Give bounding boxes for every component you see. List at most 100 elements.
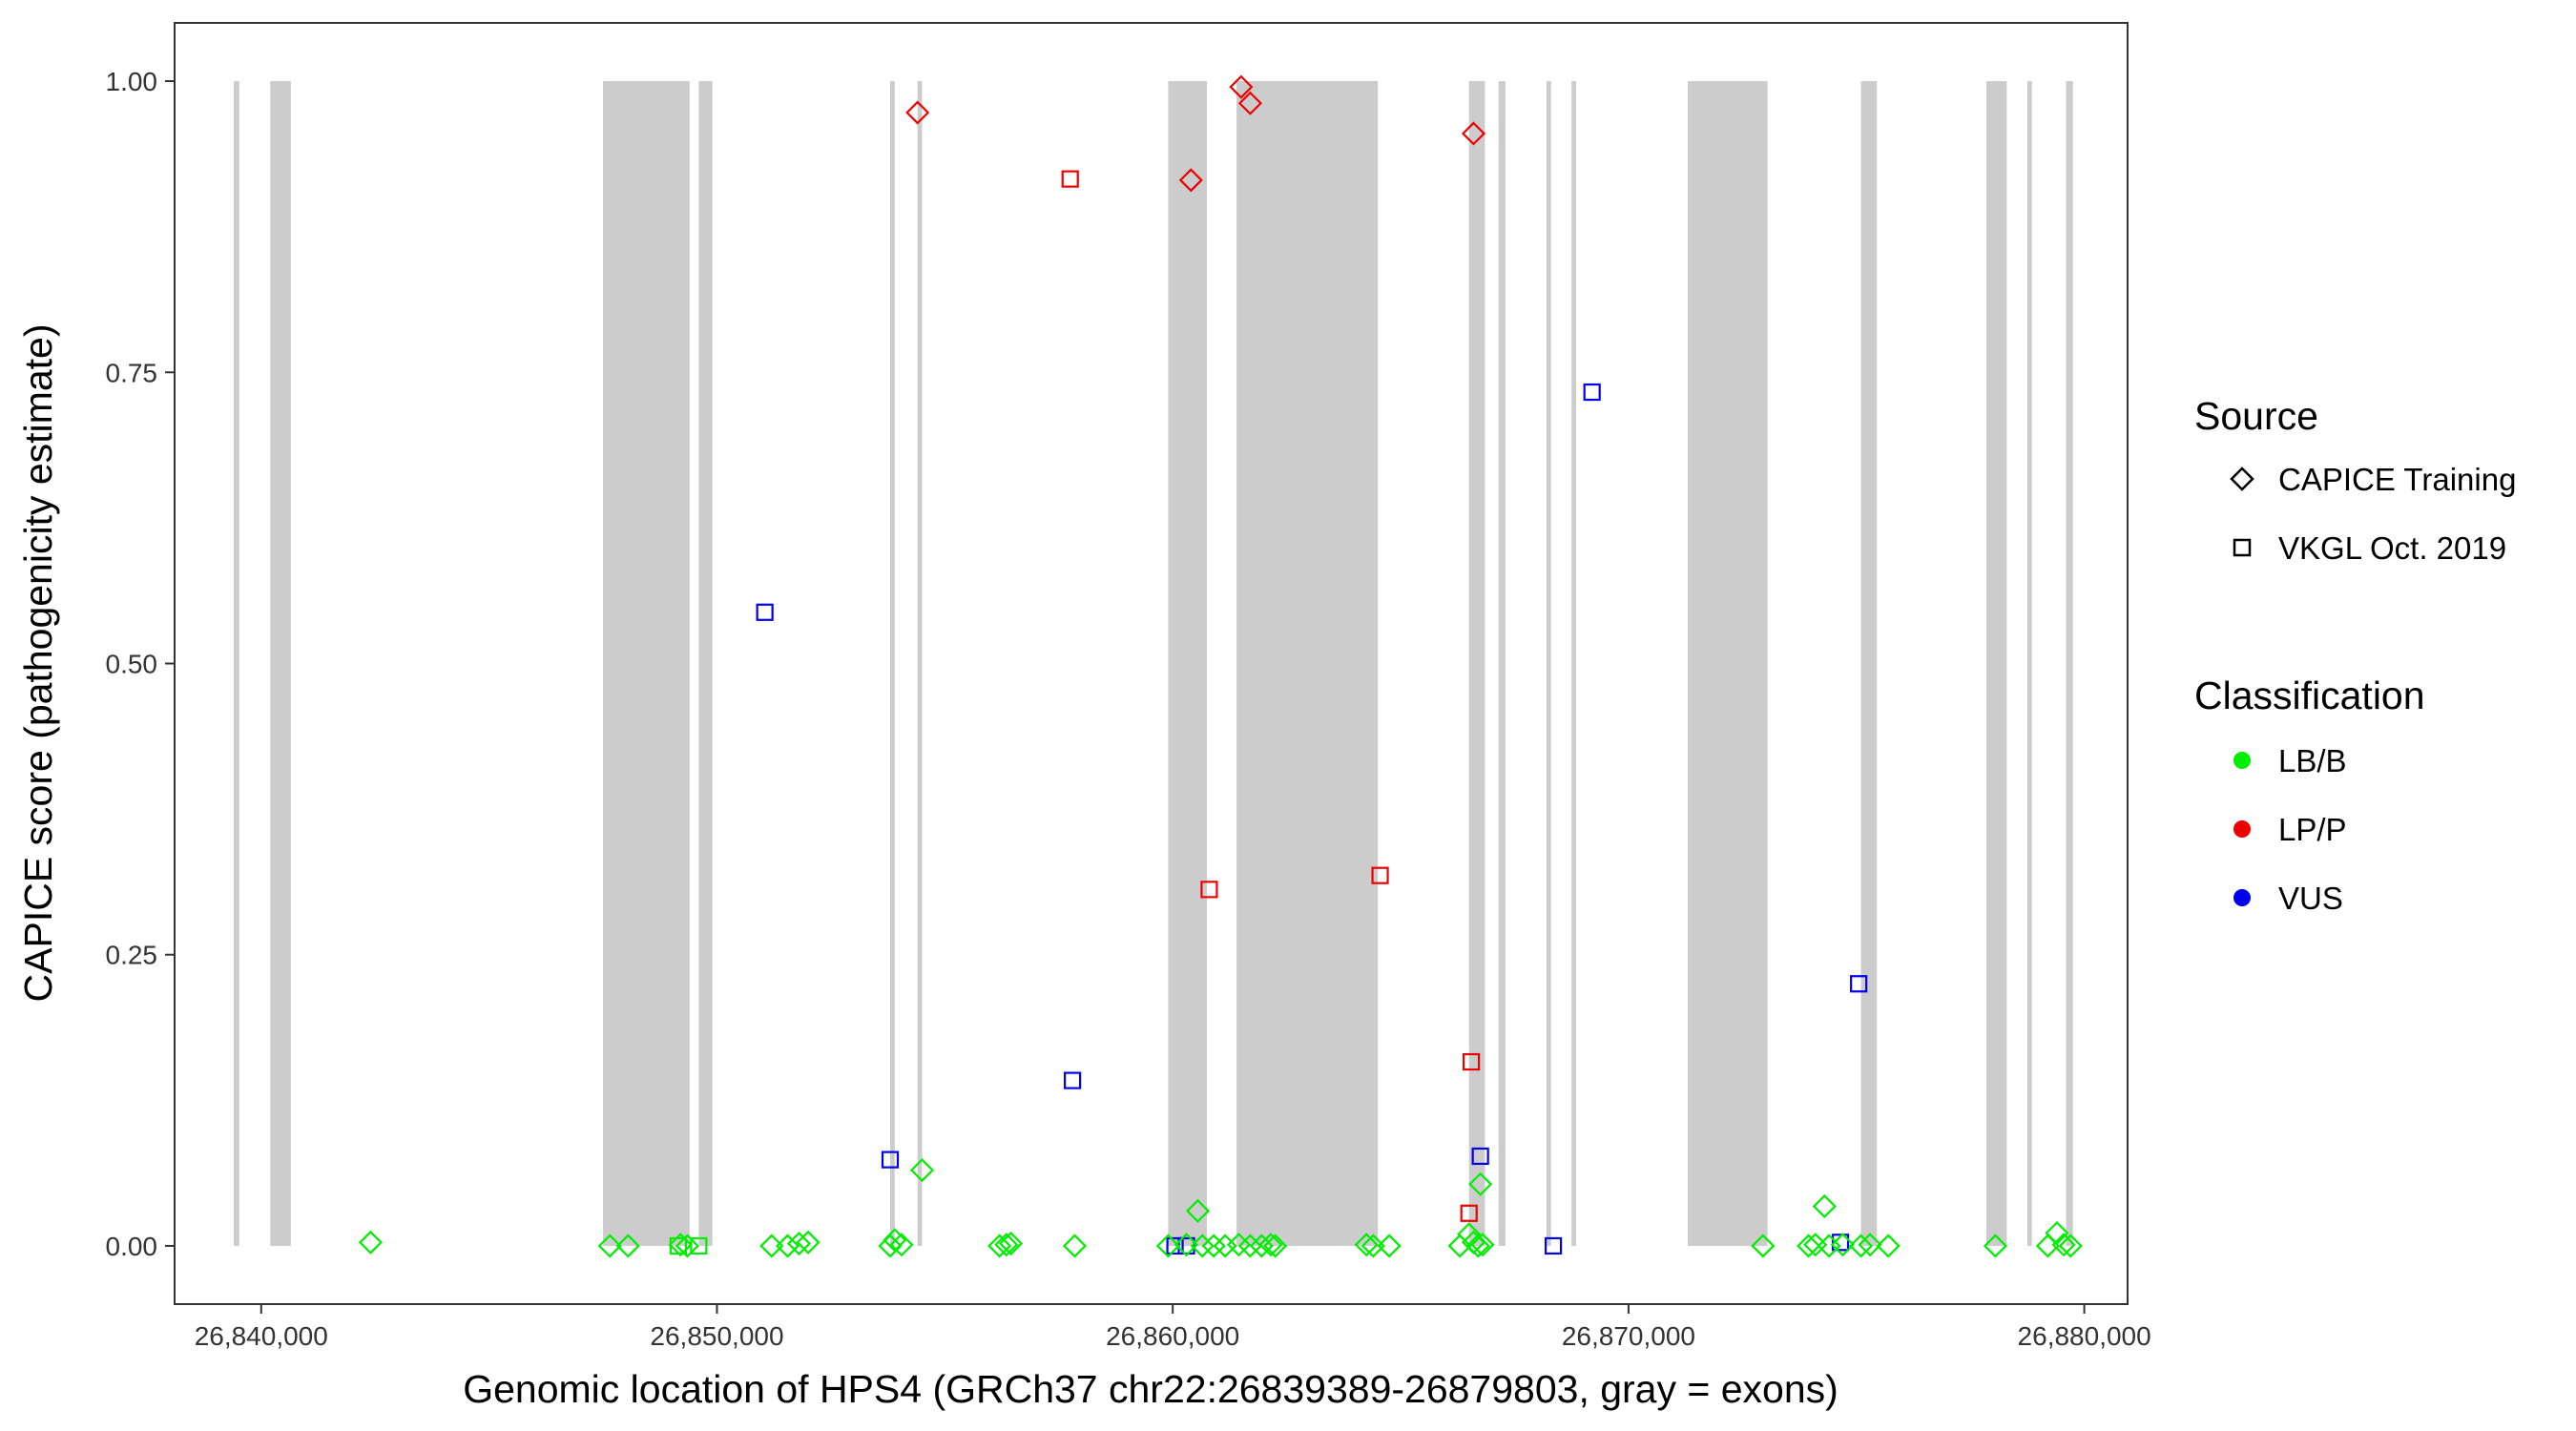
data-point-diamond <box>994 1233 1019 1257</box>
data-point-diamond <box>1470 1233 1495 1257</box>
data-point-diamond <box>1983 1234 2008 1258</box>
data-point-square <box>1371 866 1389 884</box>
y-tick-label: 0.50 <box>106 650 158 679</box>
data-point-square <box>756 603 774 621</box>
data-point-diamond <box>987 1234 1012 1258</box>
exon-bands <box>234 81 2073 1246</box>
y-axis: 0.00 0.25 0.50 0.75 1.00 <box>106 67 175 1261</box>
x-tick-label: 26,870,000 <box>1562 1321 1695 1351</box>
data-point-diamond <box>775 1234 800 1258</box>
data-point-square <box>1850 975 1868 993</box>
data-point-diamond <box>1229 74 1254 99</box>
exon-band <box>1546 81 1551 1246</box>
legend-vus-dot-icon <box>2233 889 2251 906</box>
legend-class-lbb: LB/B <box>2233 743 2347 778</box>
legend-diamond-icon <box>2230 467 2254 491</box>
data-points <box>358 74 2083 1258</box>
data-point-square <box>1166 1236 1184 1255</box>
data-point-square <box>669 1236 687 1255</box>
data-point-square <box>881 1151 900 1169</box>
legend-source-square: VKGL Oct. 2019 <box>2233 530 2506 566</box>
y-tick-label: 0.75 <box>106 358 158 387</box>
data-point-diamond <box>1468 1172 1493 1196</box>
data-point-diamond <box>615 1234 640 1258</box>
data-point-square <box>1063 1071 1082 1089</box>
data-point-diamond <box>1190 1234 1215 1258</box>
data-point-diamond <box>759 1234 784 1258</box>
x-tick-label: 26,880,000 <box>2018 1321 2151 1351</box>
data-point-diamond <box>358 1230 383 1255</box>
legend-source-diamond: CAPICE Training <box>2230 462 2516 497</box>
exon-band <box>1236 81 1379 1246</box>
data-point-diamond <box>1062 1234 1088 1258</box>
y-tick-label: 1.00 <box>106 67 158 96</box>
legend-class-vus: VUS <box>2233 881 2343 916</box>
data-point-square <box>1460 1204 1478 1222</box>
data-point-diamond <box>889 1233 914 1257</box>
legend-label-lbb: LB/B <box>2278 743 2347 778</box>
data-point-diamond <box>1461 121 1486 146</box>
data-point-square <box>1544 1236 1563 1255</box>
legend-label-capice-training: CAPICE Training <box>2278 462 2516 497</box>
y-axis-title: CAPICE score (pathogenicity estimate) <box>16 324 60 1003</box>
data-point-diamond <box>1858 1233 1882 1257</box>
data-point-diamond <box>1876 1234 1901 1258</box>
data-point-diamond <box>1797 1234 1821 1258</box>
exon-band <box>917 81 923 1246</box>
data-point-square <box>1200 881 1218 899</box>
data-point-diamond <box>1201 1234 1226 1258</box>
exon-band <box>1688 81 1768 1246</box>
data-point-square <box>1462 1052 1481 1071</box>
data-point-diamond <box>1178 168 1203 193</box>
exon-band <box>234 81 239 1246</box>
data-point-diamond <box>1361 1234 1385 1258</box>
exon-band <box>1571 81 1576 1246</box>
data-point-diamond <box>2058 1234 2083 1258</box>
data-point-diamond <box>1155 1234 1180 1258</box>
exon-band <box>1468 81 1485 1246</box>
exon-band <box>890 81 895 1246</box>
data-point-diamond <box>1174 1233 1199 1257</box>
exon-band <box>603 81 690 1246</box>
exon-band <box>1985 81 2007 1246</box>
data-point-diamond <box>909 1158 935 1183</box>
data-point-diamond <box>2045 1220 2069 1246</box>
data-point-diamond <box>878 1234 903 1258</box>
data-point-diamond <box>1185 1198 1211 1223</box>
exon-band <box>2026 81 2032 1246</box>
data-point-diamond <box>796 1230 821 1255</box>
data-point-diamond <box>675 1234 699 1258</box>
data-point-square <box>1583 383 1601 402</box>
data-point-diamond <box>1830 1233 1855 1257</box>
legend-lbb-dot-icon <box>2233 752 2251 769</box>
legend-source-title: Source <box>2194 394 2318 438</box>
exon-band <box>1860 81 1878 1246</box>
data-point-diamond <box>786 1231 812 1256</box>
data-point-square <box>1831 1234 1850 1252</box>
legend-classification-title: Classification <box>2194 674 2425 717</box>
x-axis: 26,840,000 26,850,000 26,860,000 26,870,000… <box>195 1304 2151 1351</box>
exon-band <box>1168 81 1208 1246</box>
data-point-diamond <box>1237 1234 1262 1258</box>
data-point-diamond <box>1465 1234 1490 1258</box>
data-point-diamond <box>1812 1193 1837 1218</box>
data-point-square <box>1471 1147 1489 1166</box>
legend-label-lpp: LP/P <box>2278 812 2347 847</box>
legend-square-icon <box>2233 538 2252 557</box>
y-tick-label: 0.00 <box>106 1232 158 1261</box>
y-tick-label: 0.25 <box>106 941 158 970</box>
data-point-diamond <box>1263 1234 1288 1258</box>
data-point-diamond <box>1848 1234 1874 1258</box>
exon-band <box>2066 81 2073 1246</box>
exon-band <box>698 81 713 1246</box>
data-point-square <box>690 1236 708 1255</box>
legend-label-vus: VUS <box>2278 881 2343 916</box>
data-point-diamond <box>1751 1234 1776 1258</box>
legend-label-vkgl: VKGL Oct. 2019 <box>2278 530 2506 566</box>
legend-class-lpp: LP/P <box>2233 812 2347 847</box>
exon-band <box>270 81 291 1246</box>
exon-band <box>1498 81 1506 1246</box>
x-tick-label: 26,850,000 <box>650 1321 783 1351</box>
legend-lpp-dot-icon <box>2233 820 2251 838</box>
